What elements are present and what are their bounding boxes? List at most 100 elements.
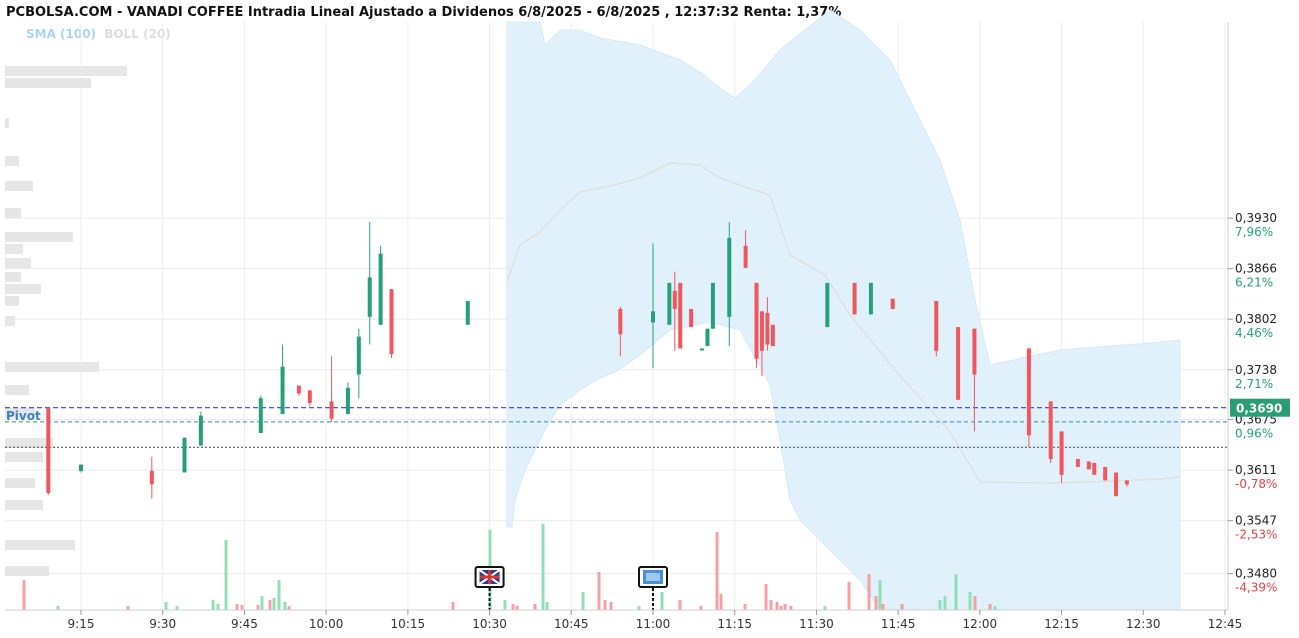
volume-profile-bar (5, 500, 43, 510)
candle (258, 395, 263, 433)
candle-body (465, 301, 470, 325)
volume-bar (715, 532, 719, 610)
volume-bar (511, 604, 515, 610)
candle (770, 324, 775, 347)
candle-body (710, 282, 715, 329)
candle (389, 289, 394, 358)
volume-bar (211, 600, 215, 610)
candle-body (956, 327, 961, 400)
candle-body (1092, 463, 1097, 475)
candle (1048, 401, 1053, 463)
volume-bar (272, 598, 276, 610)
x-tick-label: 11:15 (717, 617, 752, 631)
volume-bar (56, 606, 60, 610)
volume-bar (769, 600, 773, 610)
volume-profile-bar (5, 408, 35, 418)
volume-profile-bar (5, 156, 19, 166)
candle (618, 306, 623, 357)
candle-body (727, 237, 732, 317)
x-tick-label: 10:15 (391, 617, 426, 631)
legend-boll[interactable]: BOLL (20) (104, 27, 171, 41)
volume-profile-bar (5, 181, 33, 191)
candle (198, 411, 203, 446)
candle-body (389, 289, 394, 354)
chart-title: PCBOLSA.COM - VANADI COFFEE Intradia Lin… (6, 5, 842, 20)
volume-bar (603, 600, 607, 610)
volume-bar (699, 606, 703, 610)
candle-body (934, 301, 939, 351)
candle-body (1086, 461, 1091, 470)
percent-tick-label: -4,39% (1235, 581, 1277, 595)
candle (46, 407, 51, 495)
volume-bar (867, 574, 871, 610)
candle-body (759, 311, 764, 351)
volume-bar (878, 580, 882, 610)
candle (1075, 459, 1080, 467)
volume-bar (541, 524, 545, 610)
percent-tick-label: 0,96% (1235, 427, 1273, 441)
volume-bar (988, 604, 992, 610)
volume-bar (743, 604, 747, 610)
x-tick-label: 10:45 (554, 617, 589, 631)
volume-profile-bar (5, 438, 53, 448)
volume-bar (993, 606, 997, 610)
candle (667, 282, 672, 325)
candle (1059, 431, 1064, 483)
candle-body (890, 298, 895, 309)
volume-bar (287, 606, 291, 610)
candle (345, 382, 350, 415)
candle-body (868, 282, 873, 315)
volume-bar (164, 602, 168, 610)
volume-bar (874, 596, 878, 610)
percent-tick-label: 6,21% (1235, 276, 1273, 290)
candle (825, 282, 830, 328)
candle (743, 229, 748, 268)
x-tick-label: 9:15 (68, 617, 95, 631)
candle (1124, 480, 1129, 487)
volume-bar (515, 606, 519, 610)
candle-body (1124, 480, 1129, 485)
candle-body (1103, 466, 1108, 481)
candle (1086, 461, 1091, 470)
volume-profile-bar (5, 296, 19, 306)
volume-bar (775, 602, 779, 610)
percent-tick-label: -0,78% (1235, 477, 1277, 491)
legend-sma[interactable]: SMA (100) (26, 27, 97, 41)
candle (1092, 463, 1097, 475)
volume-bar (545, 602, 549, 610)
bollinger-band (506, 9, 1181, 611)
candle (307, 390, 312, 407)
percent-tick-label: 4,46% (1235, 326, 1273, 340)
volume-bar (719, 594, 723, 610)
candle (710, 282, 715, 329)
volume-bar (224, 540, 228, 610)
volume-profile-bar (5, 118, 9, 128)
candle (890, 298, 895, 309)
candle-body (672, 290, 677, 309)
volume-bar (22, 580, 26, 610)
volume-bar (283, 602, 287, 610)
candle (672, 271, 677, 351)
percent-tick-label: 2,71% (1235, 377, 1273, 391)
candle (182, 437, 187, 473)
candle (1103, 466, 1108, 481)
candle-body (825, 282, 830, 328)
candle (868, 282, 873, 315)
candle-body (1114, 472, 1119, 497)
x-tick-label: 12:45 (1208, 617, 1243, 631)
price-tick-label: 0,3738 (1235, 363, 1277, 377)
volume-bar (260, 596, 264, 610)
candle-body (356, 336, 361, 375)
percent-tick-label: -2,53% (1235, 528, 1277, 542)
candle-body (705, 328, 710, 347)
candle (678, 282, 683, 349)
candle (149, 456, 154, 499)
volume-bar (277, 580, 281, 610)
candle (1026, 348, 1031, 448)
candle (651, 243, 655, 369)
volume-bar (779, 606, 783, 610)
volume-bar (597, 572, 601, 610)
volume-profile-bar (5, 272, 21, 282)
volume-bar (637, 606, 641, 610)
